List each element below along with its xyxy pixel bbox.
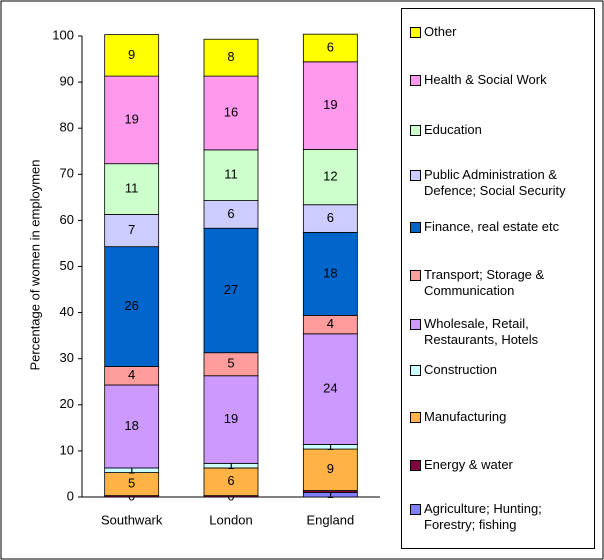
data-label: 16 [224, 104, 238, 119]
data-label: 18 [323, 265, 337, 280]
y-tick-label: 30 [60, 350, 74, 365]
bar-segment [104, 75, 160, 165]
bar-segment [302, 333, 358, 445]
legend-swatch [410, 412, 421, 423]
data-label: 6 [327, 39, 334, 54]
legend-label: Health & Social Work [424, 72, 547, 87]
data-label: 6 [227, 473, 234, 488]
data-label: 1 [227, 457, 234, 472]
legend-swatch [410, 365, 421, 376]
bar-segment [203, 149, 259, 201]
data-label: 24 [323, 381, 337, 396]
y-tick-label: 70 [60, 166, 74, 181]
bar-segment [203, 75, 259, 151]
y-tick-label: 10 [60, 442, 74, 457]
data-label: 5 [227, 356, 234, 371]
legend-swatch [410, 504, 421, 515]
y-tick-label: 0 [67, 488, 74, 503]
data-label: 19 [224, 411, 238, 426]
data-label: 9 [128, 47, 135, 62]
data-label: 5 [128, 476, 135, 491]
data-label: 26 [124, 298, 138, 313]
legend-label: Education [424, 122, 482, 137]
data-label: 18 [124, 418, 138, 433]
legend-label: Transport; Storage & Communication [424, 267, 545, 298]
bar-segment [203, 200, 259, 229]
legend-label: Energy & water [424, 457, 513, 472]
bar-segment [302, 231, 358, 316]
legend-label: Finance, real estate etc [424, 219, 560, 234]
legend-label: Public Administration & Defence; Social … [424, 167, 566, 198]
bar-segment [104, 34, 160, 77]
data-label: 11 [125, 180, 139, 195]
legend-swatch [410, 75, 421, 86]
data-label: 11 [224, 167, 238, 182]
data-label: 19 [323, 97, 337, 112]
legend-swatch [410, 460, 421, 471]
data-label: 4 [128, 367, 135, 382]
bar-segment [302, 448, 358, 491]
legend: Other Health & Social Work Education Public… [401, 8, 595, 549]
bar-segment [203, 375, 259, 464]
y-tick-label: 50 [60, 258, 74, 273]
y-tick-label: 90 [60, 74, 74, 89]
bar-segment [203, 38, 259, 77]
legend-label: Agriculture; Hunting; Forestry; fishing [424, 501, 542, 532]
bar-segment [203, 227, 259, 354]
y-tick-label: 60 [60, 212, 74, 227]
bar-segment [104, 163, 160, 215]
bar-segment [302, 204, 358, 233]
data-label: 4 [327, 316, 334, 331]
data-label: 1 [327, 438, 334, 453]
legend-label: Manufacturing [424, 409, 507, 424]
data-label: 6 [227, 206, 234, 221]
data-label: 7 [128, 222, 135, 237]
data-label: 12 [323, 169, 337, 184]
y-axis-label: Percentage of women in employmen [27, 159, 42, 370]
legend-swatch [410, 270, 421, 281]
legend-swatch [410, 319, 421, 330]
bar-segment [302, 33, 358, 63]
y-tick-label: 40 [60, 304, 74, 319]
legend-swatch [410, 125, 421, 136]
data-label: 1 [327, 486, 334, 501]
bar-segment [104, 214, 160, 248]
data-label: 9 [327, 461, 334, 476]
data-label: 19 [124, 111, 138, 126]
bar-segment [302, 61, 358, 150]
bar-segment [203, 467, 259, 497]
y-tick-label: 100 [52, 27, 74, 42]
x-tick-label: London [209, 512, 252, 527]
data-label: 6 [327, 210, 334, 225]
legend-swatch [410, 222, 421, 233]
legend-swatch [410, 170, 421, 181]
data-label: 1 [128, 462, 135, 477]
data-label: 8 [227, 49, 234, 64]
bar-segment [104, 246, 160, 367]
legend-label: Other [424, 24, 457, 39]
legend-swatch [410, 27, 421, 38]
legend-label: Wholesale, Retail, Restaurants, Hotels [424, 316, 539, 347]
legend-label: Construction [424, 362, 497, 377]
x-tick-label: England [306, 512, 354, 527]
y-tick-label: 80 [60, 120, 74, 135]
y-tick-label: 20 [60, 396, 74, 411]
data-label: 27 [224, 282, 238, 297]
x-tick-label: Southwark [101, 512, 163, 527]
